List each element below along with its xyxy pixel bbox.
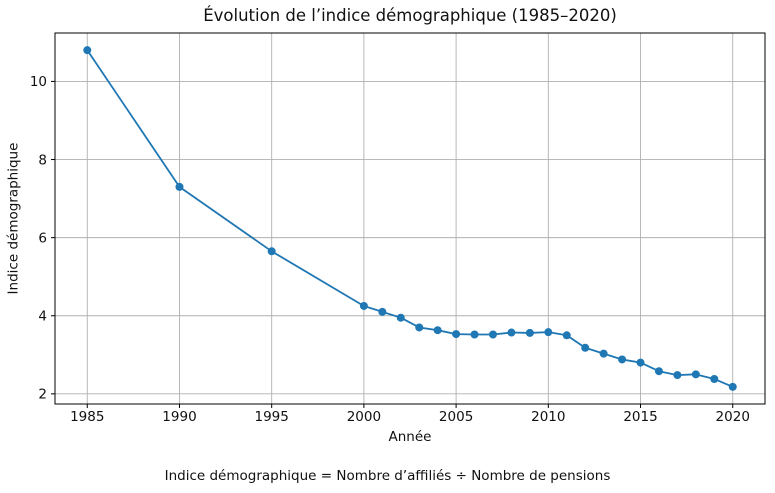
y-axis-label: Indice démographique xyxy=(5,142,22,295)
data-point xyxy=(562,331,571,340)
data-point xyxy=(544,328,553,337)
data-line xyxy=(86,49,734,388)
x-axis-label: Année xyxy=(388,429,432,445)
data-point xyxy=(452,330,461,339)
data-point xyxy=(415,323,424,332)
x-tick-label: 2000 xyxy=(347,409,381,425)
data-point xyxy=(691,370,700,379)
data-point xyxy=(654,367,663,376)
y-tick-label: 10 xyxy=(30,74,47,90)
x-tick-label: 1990 xyxy=(162,409,196,425)
data-point xyxy=(267,247,276,256)
data-point xyxy=(673,371,682,380)
x-tick-label: 2010 xyxy=(531,409,565,425)
x-tick-label: 2020 xyxy=(716,409,750,425)
chart-caption: Indice démographique = Nombre d’affiliés… xyxy=(164,468,611,484)
data-point xyxy=(599,349,608,358)
data-point xyxy=(378,307,387,316)
data-point xyxy=(433,326,442,335)
chart-title: Évolution de l’indice démographique (198… xyxy=(203,6,617,25)
data-point xyxy=(175,182,184,191)
data-point xyxy=(581,343,590,352)
data-point xyxy=(83,46,92,55)
x-tick-label: 1985 xyxy=(70,409,104,425)
data-point xyxy=(710,375,719,384)
data-point xyxy=(636,358,645,367)
data-point xyxy=(525,328,534,337)
y-tick-label: 8 xyxy=(38,152,47,168)
data-point xyxy=(359,301,368,310)
data-point xyxy=(396,313,405,322)
x-tick-label: 2015 xyxy=(623,409,657,425)
data-point xyxy=(488,330,497,339)
data-point xyxy=(507,328,516,337)
x-tick-label: 2005 xyxy=(439,409,473,425)
data-point xyxy=(470,330,479,339)
data-point xyxy=(618,355,627,364)
plot-border xyxy=(54,32,766,405)
x-tick-label: 1995 xyxy=(255,409,289,425)
y-tick-label: 6 xyxy=(38,230,47,246)
y-tick-label: 2 xyxy=(38,387,47,403)
y-tick-label: 4 xyxy=(38,309,47,325)
data-point xyxy=(728,382,737,391)
